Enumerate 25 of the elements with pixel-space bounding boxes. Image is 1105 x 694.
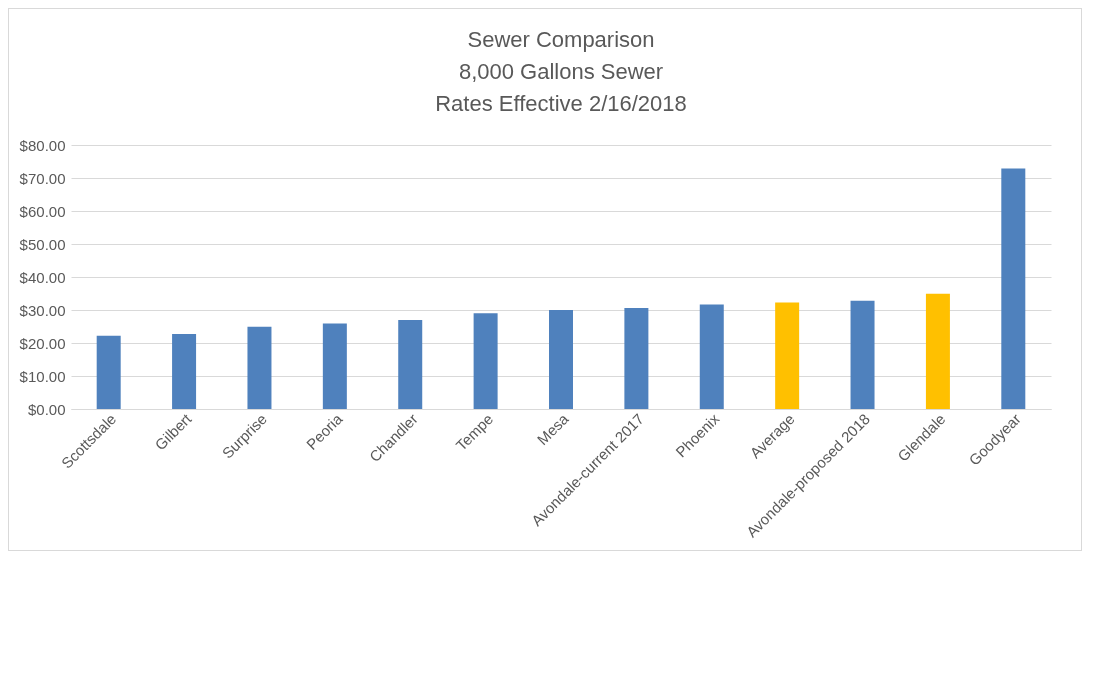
y-tick-label: $10.00 xyxy=(19,367,66,385)
bar xyxy=(925,293,950,409)
y-tick-label: $50.00 xyxy=(19,235,66,253)
y-tick-label: $40.00 xyxy=(19,268,66,286)
bar xyxy=(398,319,423,409)
y-tick-label: $30.00 xyxy=(19,301,66,319)
bar xyxy=(775,302,800,409)
bar xyxy=(850,300,875,409)
bar xyxy=(322,323,347,409)
y-tick-label: $80.00 xyxy=(19,136,66,154)
bar xyxy=(549,310,573,409)
bar xyxy=(247,326,272,409)
bar xyxy=(96,335,121,409)
y-tick-label: $70.00 xyxy=(19,169,66,187)
bar xyxy=(624,308,649,409)
y-tick-label: $60.00 xyxy=(19,202,66,220)
text: 8,000 Gallons Sewer xyxy=(458,59,664,84)
bar xyxy=(473,313,498,409)
text: Rates Effective 2/16/2018 xyxy=(435,91,687,116)
y-tick-label: $0.00 xyxy=(27,400,66,418)
bar xyxy=(1001,168,1026,409)
bar xyxy=(699,304,724,409)
bar xyxy=(172,334,197,409)
y-tick-label: $20.00 xyxy=(19,334,66,352)
text: Sewer Comparison xyxy=(467,27,655,52)
